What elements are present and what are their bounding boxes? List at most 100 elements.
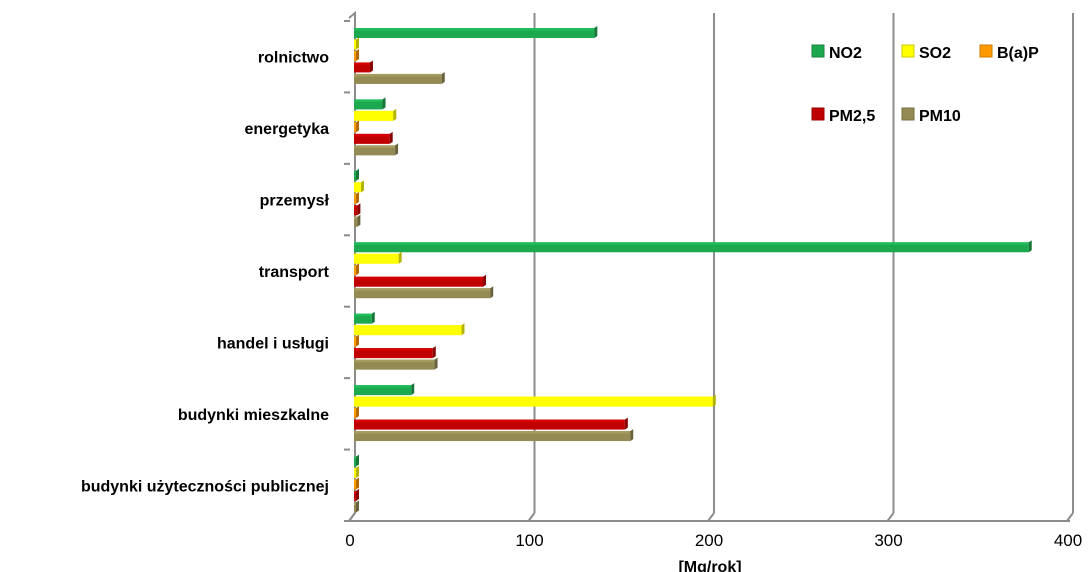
bar-face xyxy=(354,396,713,407)
bar-end-cap xyxy=(357,203,361,216)
bar-end-cap xyxy=(369,60,373,73)
bar xyxy=(354,203,361,216)
legend-label: SO2 xyxy=(919,45,951,62)
legend-swatch xyxy=(811,44,825,58)
bar-highlight xyxy=(354,276,484,280)
gridline-foot xyxy=(886,512,895,522)
category-label: transport xyxy=(259,264,330,281)
bar-highlight xyxy=(354,419,625,423)
category-label: energetyka xyxy=(245,121,330,138)
bar-face xyxy=(354,408,356,419)
bar-highlight xyxy=(354,431,631,434)
bar-face xyxy=(354,110,394,121)
bar-face xyxy=(354,216,358,227)
bar-face xyxy=(354,491,356,502)
bar-face xyxy=(354,133,390,144)
bar-face xyxy=(354,170,356,181)
bar-highlight xyxy=(354,193,356,197)
bar-face xyxy=(354,502,356,513)
bar xyxy=(354,394,716,407)
bar-end-cap xyxy=(432,346,436,359)
x-tick-labels: 0 100 200 300 400 xyxy=(345,531,1082,550)
bar-highlight xyxy=(354,28,595,31)
bar xyxy=(354,60,373,73)
bar-end-cap xyxy=(483,274,487,287)
bar-end-cap xyxy=(360,180,364,193)
bar-highlight xyxy=(354,133,390,137)
bar-end-cap xyxy=(434,357,438,370)
x-tick-label: 400 xyxy=(1054,531,1082,550)
bar-end-cap xyxy=(389,131,393,144)
category-labels: rolnictwo energetyka przemysł transport hand… xyxy=(81,50,330,496)
bar-face xyxy=(354,62,370,73)
bar-end-cap xyxy=(356,406,359,419)
bar-face xyxy=(354,359,435,370)
bar-face xyxy=(354,253,399,264)
bar xyxy=(354,489,359,502)
bar-face xyxy=(354,28,595,38)
bar-highlight xyxy=(354,348,433,351)
legend-swatch xyxy=(901,107,915,121)
bar xyxy=(354,263,359,276)
bar-end-cap xyxy=(395,143,399,156)
bar xyxy=(354,477,359,490)
gridline-foot xyxy=(1066,512,1074,522)
bar xyxy=(354,97,386,110)
bar xyxy=(354,417,628,430)
bar-face xyxy=(354,336,356,347)
bar-end-cap xyxy=(411,383,415,396)
bar-end-cap xyxy=(393,108,397,121)
category-label: rolnictwo xyxy=(258,50,329,67)
bar xyxy=(354,286,494,299)
bar xyxy=(354,240,1032,253)
bar-end-cap xyxy=(356,334,359,347)
bar-end-cap xyxy=(356,454,359,467)
bar xyxy=(354,214,361,227)
bar-end-cap xyxy=(441,71,445,84)
gridline-foot xyxy=(527,512,536,522)
bar-highlight xyxy=(354,205,358,208)
bar xyxy=(354,131,393,144)
bar-highlight xyxy=(354,502,356,506)
bar xyxy=(354,191,359,204)
chart-legend: NO2 SO2 B(a)P PM2,5 PM10 xyxy=(811,44,1039,125)
x-tick-label: 0 xyxy=(345,531,354,550)
bar-end-cap xyxy=(490,286,494,299)
legend-item: SO2 xyxy=(901,44,951,62)
bar-highlight xyxy=(354,216,358,220)
category-label: handel i usługi xyxy=(217,335,329,352)
bar xyxy=(354,251,402,264)
bar-face xyxy=(354,99,383,110)
gridline-foot xyxy=(348,512,356,522)
legend-label: NO2 xyxy=(829,45,862,62)
bar-end-cap xyxy=(356,489,359,502)
bar-face xyxy=(354,325,462,336)
legend-label: PM2,5 xyxy=(829,108,875,125)
bar-face xyxy=(354,479,356,490)
bar xyxy=(354,108,397,121)
bar-end-cap xyxy=(356,191,359,204)
bar-face xyxy=(354,468,356,479)
bar-end-cap xyxy=(356,466,359,479)
bar-face xyxy=(354,73,442,84)
legend-item: B(a)P xyxy=(979,44,1039,62)
bar xyxy=(354,48,359,61)
bar xyxy=(354,120,359,133)
bar-end-cap xyxy=(712,394,716,407)
bar-end-cap xyxy=(1028,240,1032,253)
bar xyxy=(354,274,487,287)
bar xyxy=(354,383,415,396)
bar-end-cap xyxy=(594,26,598,38)
bar-end-cap xyxy=(356,500,359,513)
bar-face xyxy=(354,431,631,442)
bar-face xyxy=(354,276,484,287)
legend-item: PM2,5 xyxy=(811,107,875,125)
bar-highlight xyxy=(354,491,356,494)
gridline-foot xyxy=(707,512,715,522)
bar-face xyxy=(354,456,356,467)
bar-face xyxy=(354,313,372,324)
bar xyxy=(354,429,634,442)
bar-end-cap xyxy=(356,477,359,490)
legend-swatch xyxy=(811,107,825,121)
bar xyxy=(354,406,359,419)
